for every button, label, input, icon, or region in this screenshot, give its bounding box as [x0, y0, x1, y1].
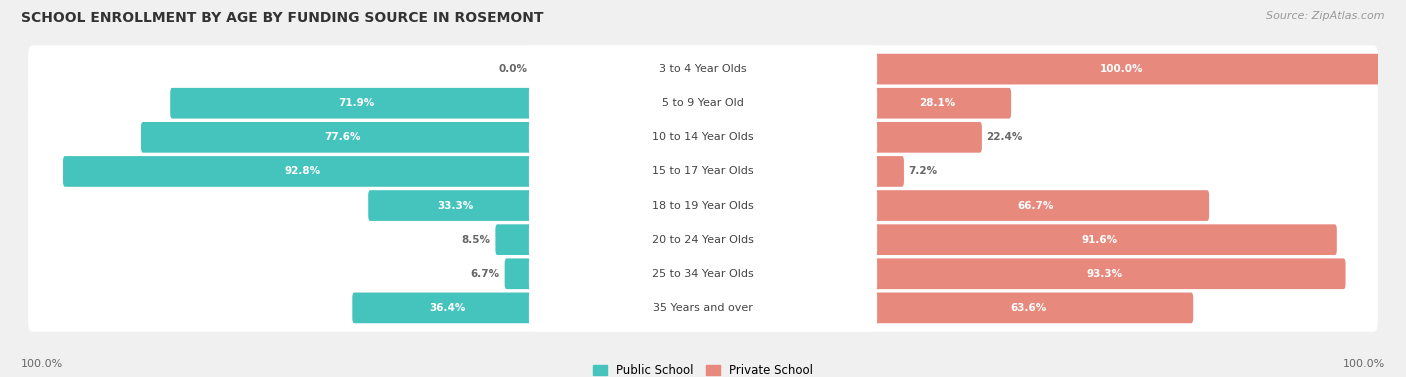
- Text: 25 to 34 Year Olds: 25 to 34 Year Olds: [652, 269, 754, 279]
- Text: 7.2%: 7.2%: [908, 166, 938, 176]
- FancyBboxPatch shape: [170, 88, 543, 119]
- FancyBboxPatch shape: [863, 122, 981, 153]
- Text: 33.3%: 33.3%: [437, 201, 474, 211]
- Text: 71.9%: 71.9%: [339, 98, 375, 108]
- FancyBboxPatch shape: [28, 284, 1378, 332]
- Text: 22.4%: 22.4%: [987, 132, 1024, 143]
- Text: Source: ZipAtlas.com: Source: ZipAtlas.com: [1267, 11, 1385, 21]
- Text: 66.7%: 66.7%: [1018, 201, 1054, 211]
- Text: 91.6%: 91.6%: [1081, 234, 1118, 245]
- FancyBboxPatch shape: [495, 224, 543, 255]
- Text: 3 to 4 Year Olds: 3 to 4 Year Olds: [659, 64, 747, 74]
- Text: 8.5%: 8.5%: [461, 234, 491, 245]
- Text: 0.0%: 0.0%: [499, 64, 527, 74]
- Text: 18 to 19 Year Olds: 18 to 19 Year Olds: [652, 201, 754, 211]
- FancyBboxPatch shape: [529, 284, 877, 332]
- Text: 15 to 17 Year Olds: 15 to 17 Year Olds: [652, 166, 754, 176]
- FancyBboxPatch shape: [863, 156, 904, 187]
- FancyBboxPatch shape: [28, 45, 1378, 93]
- FancyBboxPatch shape: [28, 147, 1378, 195]
- FancyBboxPatch shape: [63, 156, 543, 187]
- FancyBboxPatch shape: [353, 293, 543, 323]
- FancyBboxPatch shape: [505, 258, 543, 289]
- Text: 20 to 24 Year Olds: 20 to 24 Year Olds: [652, 234, 754, 245]
- FancyBboxPatch shape: [863, 224, 1337, 255]
- FancyBboxPatch shape: [863, 190, 1209, 221]
- FancyBboxPatch shape: [529, 216, 877, 264]
- Text: 10 to 14 Year Olds: 10 to 14 Year Olds: [652, 132, 754, 143]
- Text: 6.7%: 6.7%: [471, 269, 501, 279]
- Text: 100.0%: 100.0%: [1099, 64, 1143, 74]
- Text: 28.1%: 28.1%: [920, 98, 955, 108]
- FancyBboxPatch shape: [529, 147, 877, 195]
- FancyBboxPatch shape: [863, 88, 1011, 119]
- Text: 100.0%: 100.0%: [1343, 359, 1385, 369]
- FancyBboxPatch shape: [28, 250, 1378, 298]
- FancyBboxPatch shape: [28, 79, 1378, 127]
- FancyBboxPatch shape: [863, 258, 1346, 289]
- FancyBboxPatch shape: [28, 216, 1378, 264]
- FancyBboxPatch shape: [141, 122, 543, 153]
- FancyBboxPatch shape: [529, 113, 877, 161]
- Legend: Public School, Private School: Public School, Private School: [593, 365, 813, 377]
- FancyBboxPatch shape: [529, 79, 877, 127]
- FancyBboxPatch shape: [368, 190, 543, 221]
- FancyBboxPatch shape: [28, 113, 1378, 161]
- Text: 35 Years and over: 35 Years and over: [652, 303, 754, 313]
- Text: 63.6%: 63.6%: [1010, 303, 1046, 313]
- FancyBboxPatch shape: [529, 182, 877, 230]
- FancyBboxPatch shape: [529, 45, 877, 93]
- Text: 92.8%: 92.8%: [285, 166, 321, 176]
- Text: 93.3%: 93.3%: [1087, 269, 1122, 279]
- Text: 77.6%: 77.6%: [323, 132, 360, 143]
- FancyBboxPatch shape: [28, 182, 1378, 230]
- Text: 100.0%: 100.0%: [21, 359, 63, 369]
- FancyBboxPatch shape: [863, 293, 1194, 323]
- FancyBboxPatch shape: [863, 54, 1379, 84]
- Text: SCHOOL ENROLLMENT BY AGE BY FUNDING SOURCE IN ROSEMONT: SCHOOL ENROLLMENT BY AGE BY FUNDING SOUR…: [21, 11, 544, 25]
- Text: 5 to 9 Year Old: 5 to 9 Year Old: [662, 98, 744, 108]
- FancyBboxPatch shape: [529, 250, 877, 298]
- Text: 36.4%: 36.4%: [429, 303, 465, 313]
